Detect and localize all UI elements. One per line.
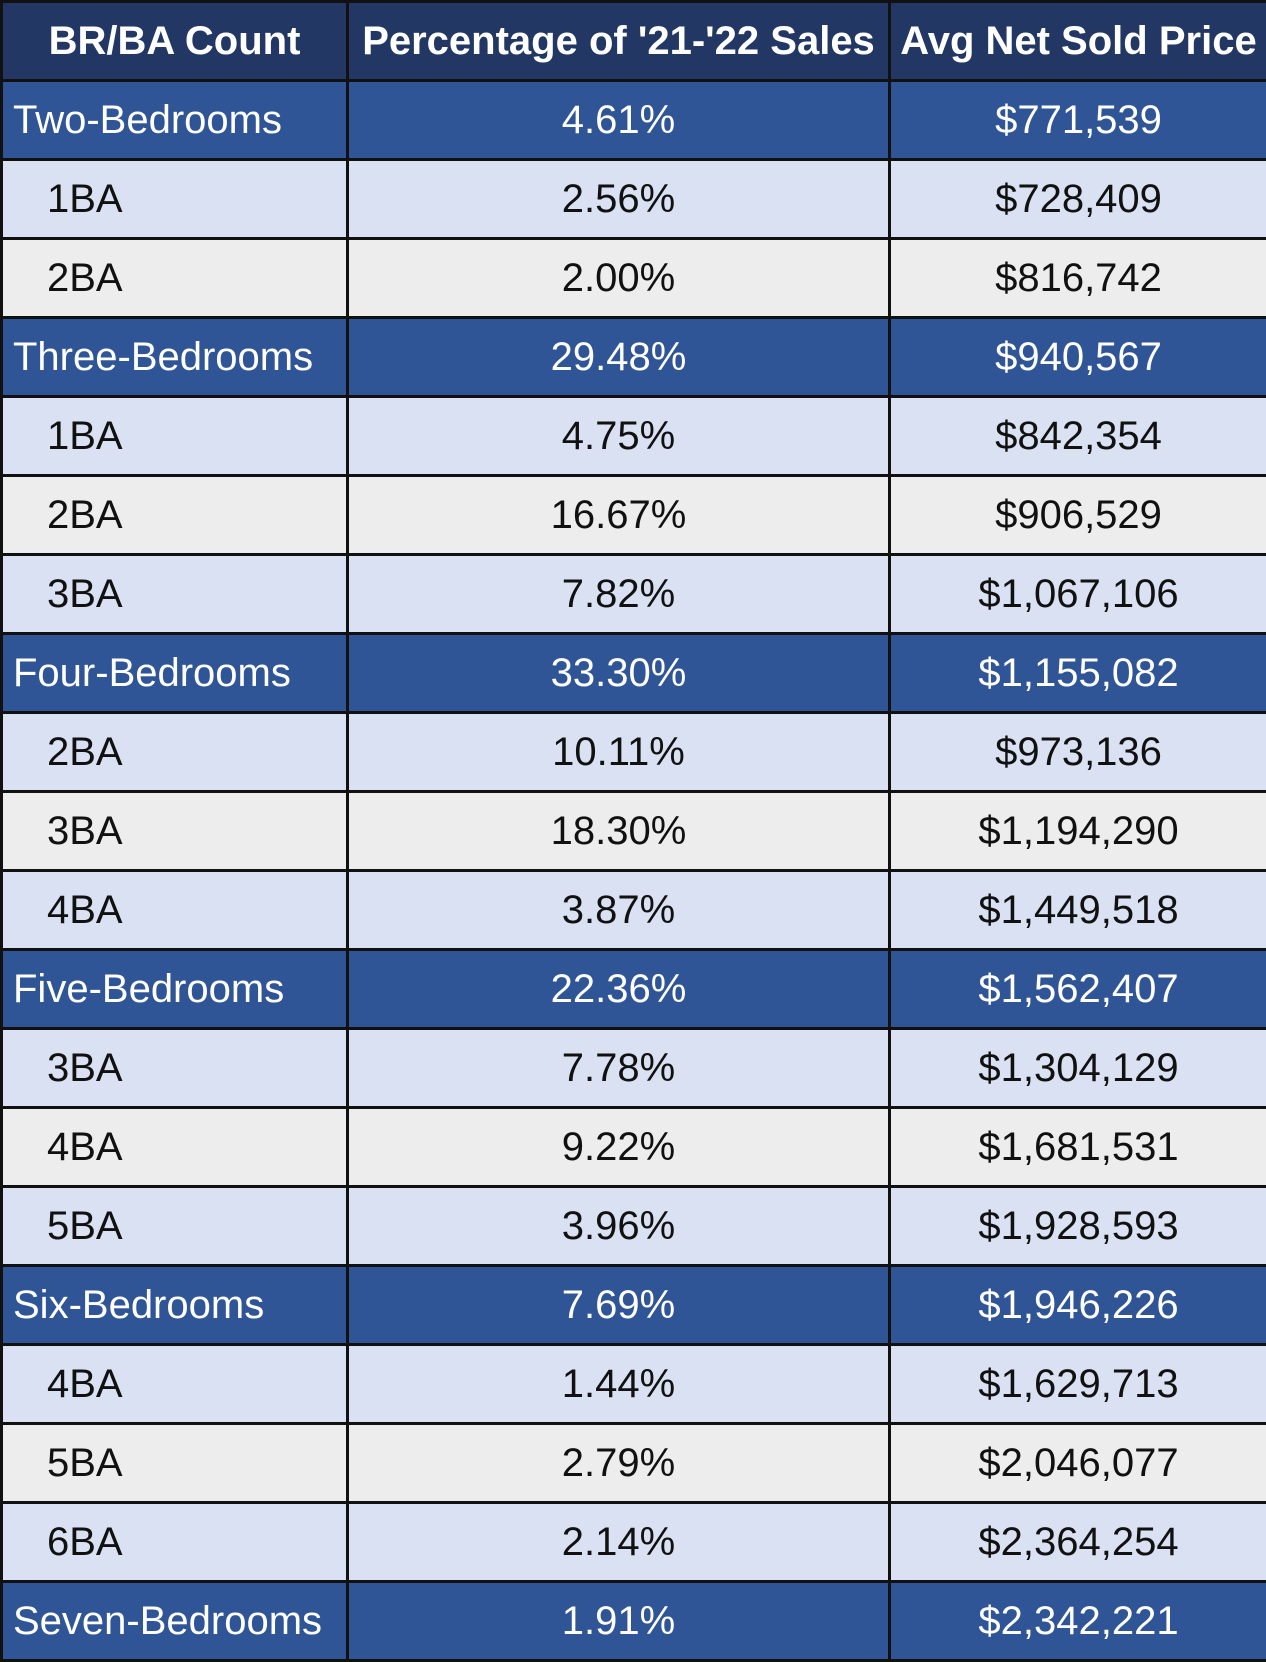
table-row: 3BA 7.82% $1,067,106 — [2, 555, 1266, 634]
sales-table-container: BR/BA Count Percentage of '21-'22 Sales … — [0, 0, 1266, 1600]
row-label: 3BA — [2, 1029, 348, 1108]
row-percentage: 22.36% — [348, 950, 890, 1029]
row-avg-price: $1,928,593 — [890, 1187, 1266, 1266]
table-row: 4BA 1.44% $1,629,713 — [2, 1345, 1266, 1424]
table-body: Two-Bedrooms 4.61% $771,539 1BA 2.56% $7… — [2, 81, 1266, 1661]
row-avg-price: $906,529 — [890, 476, 1266, 555]
table-row: 3BA 7.78% $1,304,129 — [2, 1029, 1266, 1108]
table-row: 5BA 3.96% $1,928,593 — [2, 1187, 1266, 1266]
row-percentage: 33.30% — [348, 634, 890, 713]
row-percentage: 2.56% — [348, 160, 890, 239]
row-percentage: 10.11% — [348, 713, 890, 792]
row-percentage: 16.67% — [348, 476, 890, 555]
row-label: 5BA — [2, 1187, 348, 1266]
row-label: 3BA — [2, 555, 348, 634]
table-row: 3BA 18.30% $1,194,290 — [2, 792, 1266, 871]
row-avg-price: $1,304,129 — [890, 1029, 1266, 1108]
row-avg-price: $842,354 — [890, 397, 1266, 476]
row-label: 1BA — [2, 397, 348, 476]
row-avg-price: $816,742 — [890, 239, 1266, 318]
row-label: 5BA — [2, 1424, 348, 1503]
row-label: 2BA — [2, 239, 348, 318]
table-row-group: Six-Bedrooms 7.69% $1,946,226 — [2, 1266, 1266, 1345]
row-percentage: 1.44% — [348, 1345, 890, 1424]
table-row-group: Seven-Bedrooms 1.91% $2,342,221 — [2, 1582, 1266, 1661]
row-avg-price: $1,194,290 — [890, 792, 1266, 871]
row-percentage: 18.30% — [348, 792, 890, 871]
row-percentage: 2.00% — [348, 239, 890, 318]
row-percentage: 7.82% — [348, 555, 890, 634]
row-avg-price: $1,449,518 — [890, 871, 1266, 950]
row-avg-price: $2,046,077 — [890, 1424, 1266, 1503]
table-row: 4BA 9.22% $1,681,531 — [2, 1108, 1266, 1187]
row-label: 1BA — [2, 160, 348, 239]
row-label: 6BA — [2, 1503, 348, 1582]
table-row: 1BA 2.56% $728,409 — [2, 160, 1266, 239]
row-percentage: 2.14% — [348, 1503, 890, 1582]
row-avg-price: $973,136 — [890, 713, 1266, 792]
row-label: Four-Bedrooms — [2, 634, 348, 713]
row-percentage: 7.69% — [348, 1266, 890, 1345]
row-avg-price: $1,067,106 — [890, 555, 1266, 634]
row-percentage: 4.61% — [348, 81, 890, 160]
row-label: 4BA — [2, 1108, 348, 1187]
row-label: Seven-Bedrooms — [2, 1582, 348, 1661]
row-avg-price: $2,364,254 — [890, 1503, 1266, 1582]
row-label: 4BA — [2, 1345, 348, 1424]
row-percentage: 9.22% — [348, 1108, 890, 1187]
table-row: 2BA 2.00% $816,742 — [2, 239, 1266, 318]
header-br-ba-count: BR/BA Count — [2, 2, 348, 81]
table-row-group: Five-Bedrooms 22.36% $1,562,407 — [2, 950, 1266, 1029]
table-row: 1BA 4.75% $842,354 — [2, 397, 1266, 476]
row-avg-price: $728,409 — [890, 160, 1266, 239]
table-row: 2BA 16.67% $906,529 — [2, 476, 1266, 555]
row-label: 3BA — [2, 792, 348, 871]
row-label: 4BA — [2, 871, 348, 950]
row-percentage: 1.91% — [348, 1582, 890, 1661]
row-percentage: 4.75% — [348, 397, 890, 476]
row-percentage: 3.96% — [348, 1187, 890, 1266]
table-row-group: Two-Bedrooms 4.61% $771,539 — [2, 81, 1266, 160]
header-percentage-of-sales: Percentage of '21-'22 Sales — [348, 2, 890, 81]
row-avg-price: $1,681,531 — [890, 1108, 1266, 1187]
row-avg-price: $1,562,407 — [890, 950, 1266, 1029]
row-percentage: 2.79% — [348, 1424, 890, 1503]
row-avg-price: $940,567 — [890, 318, 1266, 397]
row-label: Five-Bedrooms — [2, 950, 348, 1029]
row-avg-price: $1,946,226 — [890, 1266, 1266, 1345]
table-row: 4BA 3.87% $1,449,518 — [2, 871, 1266, 950]
table-row-group: Four-Bedrooms 33.30% $1,155,082 — [2, 634, 1266, 713]
table-row-group: Three-Bedrooms 29.48% $940,567 — [2, 318, 1266, 397]
row-label: Two-Bedrooms — [2, 81, 348, 160]
row-avg-price: $1,155,082 — [890, 634, 1266, 713]
row-avg-price: $771,539 — [890, 81, 1266, 160]
table-row: 6BA 2.14% $2,364,254 — [2, 1503, 1266, 1582]
table-row: 2BA 10.11% $973,136 — [2, 713, 1266, 792]
row-percentage: 3.87% — [348, 871, 890, 950]
row-avg-price: $2,342,221 — [890, 1582, 1266, 1661]
row-percentage: 7.78% — [348, 1029, 890, 1108]
row-label: 2BA — [2, 713, 348, 792]
row-label: 2BA — [2, 476, 348, 555]
header-avg-net-sold-price: Avg Net Sold Price — [890, 2, 1266, 81]
header-row: BR/BA Count Percentage of '21-'22 Sales … — [2, 2, 1266, 81]
table-row: 5BA 2.79% $2,046,077 — [2, 1424, 1266, 1503]
row-label: Three-Bedrooms — [2, 318, 348, 397]
row-avg-price: $1,629,713 — [890, 1345, 1266, 1424]
row-percentage: 29.48% — [348, 318, 890, 397]
row-label: Six-Bedrooms — [2, 1266, 348, 1345]
